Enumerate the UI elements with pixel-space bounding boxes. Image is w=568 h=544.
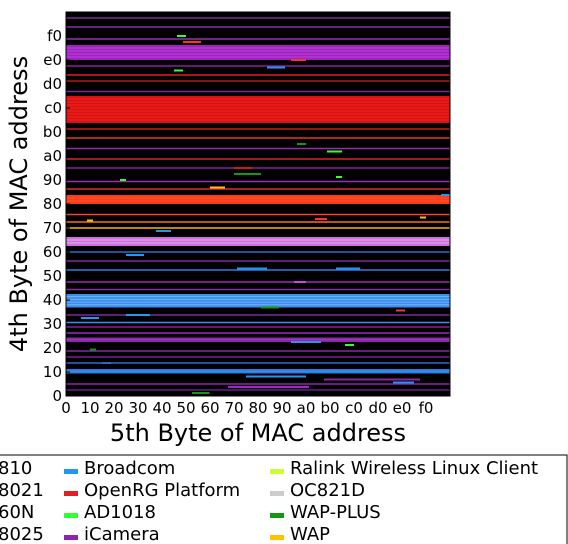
legend-swatch bbox=[64, 491, 78, 496]
y-tick-label: 80 bbox=[43, 195, 62, 213]
y-tick-label: b0 bbox=[43, 123, 62, 141]
legend-swatch bbox=[270, 469, 284, 474]
x-tick-label: 80 bbox=[248, 399, 267, 417]
y-tick-label: d0 bbox=[43, 75, 62, 93]
heatmap-plot-area bbox=[66, 12, 450, 396]
heatmap-band bbox=[66, 294, 450, 308]
legend-swatch bbox=[270, 535, 284, 540]
y-tick-label: c0 bbox=[44, 99, 62, 117]
y-tick-label: 70 bbox=[43, 219, 62, 237]
legend-label: Broadcom bbox=[84, 458, 175, 479]
legend-label: OC821D bbox=[290, 480, 365, 501]
legend-label: 8021 bbox=[0, 480, 44, 501]
legend-label: AD1018 bbox=[84, 502, 156, 523]
legend-label: Ralink Wireless Linux Client bbox=[290, 458, 538, 479]
y-tick-label: 10 bbox=[43, 363, 62, 381]
y-axis-label: 4th Byte of MAC address bbox=[5, 56, 33, 352]
x-tick-label: 30 bbox=[128, 399, 147, 417]
x-tick-label: 20 bbox=[104, 399, 123, 417]
heatmap-band bbox=[66, 195, 450, 204]
legend-label: 810 bbox=[0, 458, 32, 479]
x-tick-label: d0 bbox=[368, 399, 387, 417]
y-tick-label: 90 bbox=[43, 171, 62, 189]
y-tick-label: 40 bbox=[43, 291, 62, 309]
heatmap-band bbox=[66, 237, 450, 246]
heatmap-band bbox=[66, 96, 450, 123]
legend-swatch bbox=[64, 535, 78, 540]
x-tick-label: a0 bbox=[297, 399, 316, 417]
legend-label: WAP bbox=[290, 524, 330, 544]
legend-swatch bbox=[64, 513, 78, 518]
heatmap-band bbox=[66, 45, 450, 60]
x-tick-label: e0 bbox=[393, 399, 412, 417]
x-tick-label: 0 bbox=[61, 399, 71, 417]
y-tick-label: 0 bbox=[52, 387, 62, 405]
x-tick-label: 50 bbox=[176, 399, 195, 417]
y-tick-label: 60 bbox=[43, 243, 62, 261]
y-tick-label: e0 bbox=[43, 51, 62, 69]
legend-label: iCamera bbox=[84, 524, 160, 544]
x-tick-label: b0 bbox=[320, 399, 339, 417]
legend-swatch bbox=[270, 513, 284, 518]
legend-label: OpenRG Platform bbox=[84, 480, 240, 501]
axes: 0 10 20 30 40 50 60 70 80 90 a0 b0 c0 d0 e0 f0010203040… bbox=[43, 11, 451, 417]
y-tick-label: 50 bbox=[43, 267, 62, 285]
legend-label: WAP-PLUS bbox=[290, 502, 381, 523]
x-tick-label: 40 bbox=[152, 399, 171, 417]
legend-label: 60N bbox=[0, 502, 34, 523]
y-tick-label: 30 bbox=[43, 315, 62, 333]
x-tick-label: 70 bbox=[224, 399, 243, 417]
x-tick-label: 10 bbox=[80, 399, 99, 417]
y-tick-label: a0 bbox=[43, 147, 62, 165]
y-tick-label: 20 bbox=[43, 339, 62, 357]
y-tick-label: f0 bbox=[47, 27, 62, 45]
x-tick-label: 90 bbox=[272, 399, 291, 417]
legend-swatch bbox=[64, 469, 78, 474]
x-tick-label: f0 bbox=[419, 399, 434, 417]
x-axis-label: 5th Byte of MAC address bbox=[110, 419, 406, 447]
x-tick-label: c0 bbox=[345, 399, 363, 417]
legend-label: 8025 bbox=[0, 524, 44, 544]
legend-swatch bbox=[270, 491, 284, 496]
x-tick-label: 60 bbox=[200, 399, 219, 417]
